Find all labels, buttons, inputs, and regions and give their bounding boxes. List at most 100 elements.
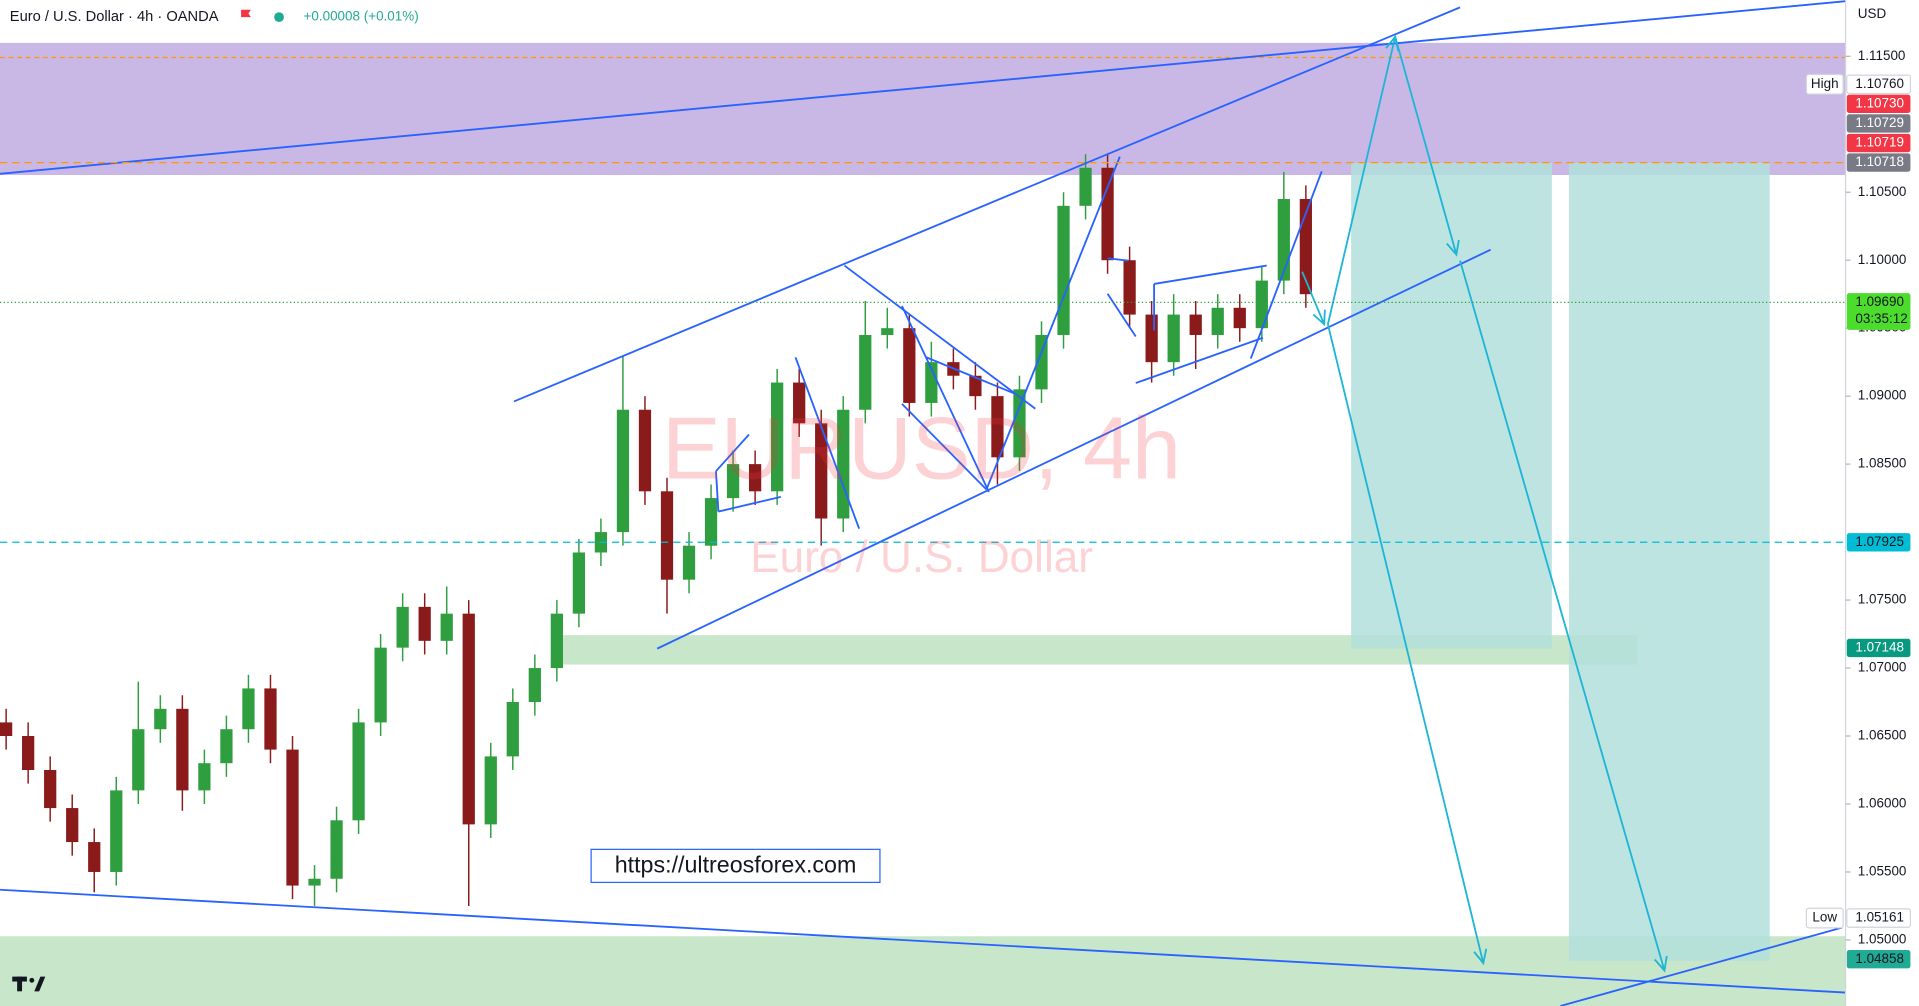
candle-body — [308, 878, 321, 886]
tag-label: Low — [1812, 910, 1837, 925]
price-badge-label: 1.07148 — [1855, 639, 1904, 654]
y-tick-label: 1.05500 — [1858, 864, 1907, 879]
flag-icon — [241, 9, 251, 18]
candle-body — [859, 334, 872, 410]
trend-line — [985, 156, 1121, 490]
candle-body — [1057, 205, 1070, 335]
candle-body — [242, 688, 255, 730]
candles — [0, 154, 1312, 906]
tag-label: High — [1811, 76, 1839, 91]
price-badge — [1846, 74, 1912, 95]
price-badge — [1846, 114, 1911, 133]
candle-body — [220, 729, 233, 764]
candle-body — [374, 647, 387, 723]
y-tick-label: 1.09000 — [1858, 388, 1907, 403]
candle-body — [1079, 167, 1092, 206]
y-tick-label: 1.07500 — [1858, 592, 1907, 607]
currency: USD — [1858, 6, 1887, 21]
logo-part — [34, 976, 46, 992]
price-badge — [1846, 533, 1911, 552]
price-badge — [1846, 950, 1911, 969]
candle-body — [925, 362, 938, 403]
trend-line — [1560, 926, 1843, 1006]
candle-body — [704, 498, 718, 546]
annotation: https://ultreosforex.com — [615, 852, 857, 878]
candle-body — [572, 552, 586, 614]
trend-line — [715, 471, 720, 512]
forecast-arrow — [1326, 324, 1485, 964]
price-badge-label: 1.04858 — [1855, 951, 1904, 966]
candle-body — [991, 396, 1004, 458]
trend-line — [1153, 264, 1267, 285]
drawings — [0, 0, 1846, 1006]
trend-line — [794, 357, 861, 530]
candle-body — [132, 729, 145, 791]
candle-body — [682, 545, 696, 580]
candle-body — [1211, 307, 1224, 335]
price-badge — [1846, 908, 1912, 928]
drawings-back — [0, 42, 1846, 1006]
candle-body — [264, 688, 277, 750]
header-bg — [0, 0, 515, 35]
candle-body — [1123, 260, 1136, 315]
candle-body — [154, 708, 167, 730]
candle-body — [1013, 389, 1026, 458]
price-badge-label: 1.10729 — [1855, 115, 1904, 130]
candle-body — [66, 808, 79, 843]
supply-zone — [0, 42, 1846, 176]
candle-body — [1255, 280, 1268, 329]
countdown: 03:35:12 — [1855, 311, 1907, 326]
trend-line — [1106, 293, 1137, 338]
candle-body — [793, 382, 806, 424]
price-badge — [1846, 293, 1911, 330]
price-badge-label: 1.05161 — [1855, 910, 1904, 925]
candle-body — [286, 749, 299, 886]
tag-box — [1805, 907, 1844, 929]
y-tick-label: 1.06500 — [1858, 728, 1907, 743]
demand-zone — [0, 936, 1846, 1006]
status-dot — [274, 12, 284, 23]
price-badge-label: 1.10760 — [1855, 76, 1904, 91]
forecast-arrow — [1301, 271, 1326, 325]
candle-body — [881, 328, 894, 335]
candle-body — [484, 756, 497, 825]
candle-body — [22, 736, 35, 770]
candle-body — [1035, 334, 1048, 390]
price-badge — [1846, 153, 1911, 172]
candle-body — [352, 722, 365, 821]
watermark: EURUSD, 4h — [662, 399, 1181, 498]
target-box — [1568, 162, 1770, 961]
candle-body — [528, 668, 541, 703]
candle-body — [330, 820, 343, 879]
logo-part — [29, 977, 35, 983]
arrow-head — [1446, 239, 1460, 257]
trend-line — [718, 495, 782, 513]
candle-body — [176, 708, 189, 791]
candle-body — [198, 763, 211, 791]
candle-body — [418, 606, 431, 641]
trend-line — [0, 888, 1846, 994]
candle-body — [660, 491, 674, 580]
price-badge-label: 1.10730 — [1855, 95, 1904, 110]
y-tick-label: 1.07000 — [1858, 660, 1907, 675]
candle-body — [44, 769, 57, 809]
target-box — [1351, 162, 1552, 649]
y-tick-label: 1.08500 — [1858, 456, 1907, 471]
price-badge — [1846, 94, 1911, 114]
logo-part — [17, 976, 23, 992]
trend-line — [901, 403, 988, 491]
trend-line — [926, 356, 1017, 395]
candle-body — [726, 464, 740, 499]
trend-line — [1249, 171, 1323, 359]
trend-line — [843, 264, 1036, 410]
price-badge-label: 1.09690 — [1855, 294, 1904, 309]
arrow-head — [1654, 955, 1668, 973]
candle-body — [396, 606, 409, 648]
y-tick-label: 1.10000 — [1858, 252, 1907, 267]
candle-body — [616, 409, 630, 533]
trend-line — [1107, 257, 1129, 262]
candle-body — [748, 464, 762, 492]
forecast-arrow — [1394, 36, 1458, 255]
